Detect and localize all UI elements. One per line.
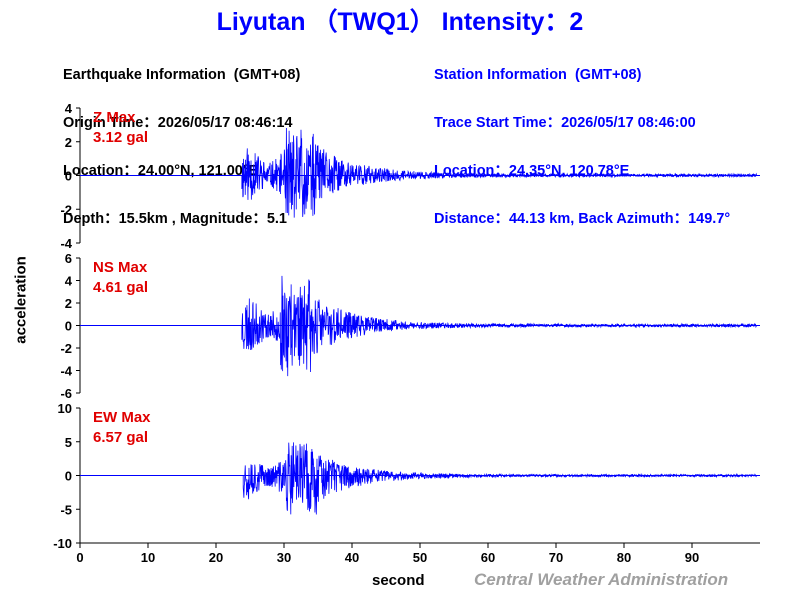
y-axis-label-wrap: acceleration xyxy=(13,256,30,344)
z-y-tick-label: 4 xyxy=(65,101,73,116)
ew-y-tick-label: 10 xyxy=(58,401,72,416)
x-tick-label: 30 xyxy=(277,550,291,565)
panel-label-ns: NS Max 4.61 gal xyxy=(93,258,148,298)
ns-y-tick-label: -4 xyxy=(60,364,72,379)
station-distance: Distance：44.13 km, Back Azimuth：149.7° xyxy=(434,211,731,227)
origin-time: Origin Time：2026/05/17 08:46:14 xyxy=(63,115,293,131)
ew-max-label: EW Max xyxy=(93,409,151,426)
ns-y-tick-label: -2 xyxy=(60,341,72,356)
panel-label-ew: EW Max 6.57 gal xyxy=(93,408,151,448)
earthquake-info: Earthquake Information (GMT+08) Origin T… xyxy=(63,35,300,243)
trace-start-time: Trace Start Time：2026/05/17 08:46:00 xyxy=(434,115,696,131)
y-axis-label: acceleration xyxy=(12,256,30,344)
z-max-value: 3.12 gal xyxy=(93,129,149,146)
depth-magnitude: Depth：15.5km , Magnitude：5.1 xyxy=(63,211,287,227)
z-y-tick-label: -2 xyxy=(60,202,72,217)
ns-y-tick-label: 0 xyxy=(65,319,72,334)
station-info-heading: Station Information (GMT+08) xyxy=(434,67,642,83)
agency-credit: Central Weather Administration xyxy=(474,570,729,589)
x-tick-label: 60 xyxy=(481,550,495,565)
z-y-tick-label: 2 xyxy=(65,135,72,150)
ew-y-tick-label: 0 xyxy=(65,469,72,484)
x-axis-label: second xyxy=(372,572,425,589)
z-y-tick-label: -4 xyxy=(60,236,72,251)
x-tick-label: 70 xyxy=(549,550,563,565)
ns-y-tick-label: 6 xyxy=(65,251,72,266)
ew-y-tick-label: -10 xyxy=(53,536,72,551)
ew-y-tick-label: 5 xyxy=(65,435,72,450)
z-y-tick-label: 0 xyxy=(65,169,72,184)
chart-title: Liyutan （TWQ1） Intensity：2 xyxy=(216,8,584,36)
x-tick-label: 20 xyxy=(209,550,223,565)
ns-y-tick-label: 2 xyxy=(65,296,72,311)
ns-max-label: NS Max xyxy=(93,259,148,276)
ns-y-tick-label: 4 xyxy=(65,274,73,289)
x-tick-label: 0 xyxy=(76,550,83,565)
ns-max-value: 4.61 gal xyxy=(93,279,149,296)
x-tick-label: 90 xyxy=(685,550,699,565)
ns-y-tick-label: -6 xyxy=(60,386,72,401)
panel-label-z: Z Max 3.12 gal xyxy=(93,108,148,148)
ew-max-value: 6.57 gal xyxy=(93,429,149,446)
ew-y-tick-label: -5 xyxy=(60,502,72,517)
x-tick-label: 40 xyxy=(345,550,359,565)
ew-waveform xyxy=(80,442,757,515)
earthquake-info-heading: Earthquake Information (GMT+08) xyxy=(63,67,301,83)
x-tick-label: 10 xyxy=(141,550,155,565)
z-max-label: Z Max xyxy=(93,109,136,126)
x-tick-label: 50 xyxy=(413,550,427,565)
x-tick-label: 80 xyxy=(617,550,631,565)
z-waveform xyxy=(80,127,757,218)
ns-waveform xyxy=(80,275,757,377)
